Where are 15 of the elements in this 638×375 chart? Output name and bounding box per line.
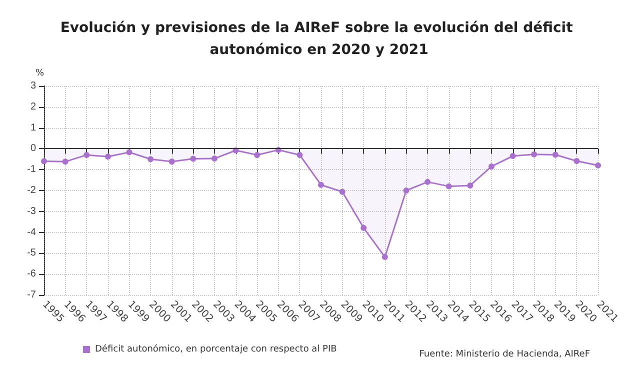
y-tick-label: -3 — [27, 206, 36, 217]
y-tick-label: 3 — [30, 80, 36, 92]
y-tick-label: 2 — [30, 101, 36, 112]
legend-label: Déficit autonómico, en porcentaje con respecto al PIB — [95, 344, 337, 354]
chart-title: Evolución y previsiones de la AIReF sobre la evolución del déficit autonómico en 2020 y 2021 — [60, 20, 578, 58]
y-tick-label: -2 — [27, 185, 36, 196]
y-tick-label: -1 — [27, 164, 36, 176]
source-note: Fuente: Ministerio de Hacienda, AIReF — [419, 350, 590, 360]
y-tick-label: -4 — [27, 226, 36, 238]
y-tick-label: 1 — [30, 122, 36, 134]
y-tick-label: -5 — [27, 248, 36, 259]
y-tick-label: -7 — [27, 290, 36, 300]
y-tick-label: -6 — [27, 268, 36, 280]
y-tick-label: 0 — [30, 143, 36, 154]
y-axis-title: % — [35, 68, 44, 78]
